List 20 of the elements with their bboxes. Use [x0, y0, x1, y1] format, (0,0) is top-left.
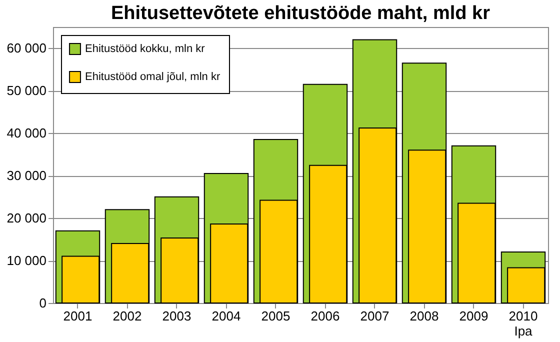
y-tick-label: 10 000: [6, 253, 46, 268]
x-tick-label: 2009: [459, 308, 488, 324]
y-tick-label: 40 000: [6, 126, 46, 141]
x-tick-label: 2004: [212, 308, 241, 324]
y-tick-label: 50 000: [6, 83, 46, 98]
y-tick-label: 60 000: [6, 40, 46, 56]
x-tick-label: 2001: [63, 308, 92, 324]
y-tick-label: 30 000: [6, 168, 46, 184]
legend-label: Ehitustööd kokku, mln kr: [85, 43, 206, 55]
x-tick-label: 2006: [310, 308, 340, 324]
x-tick-label: 2003: [162, 308, 192, 324]
x-tick-label: 2002: [112, 308, 142, 324]
x-tick-label: 2008: [410, 308, 439, 324]
x-tick-label: 2007: [360, 308, 390, 324]
x-tick-label: 2005: [261, 308, 290, 324]
x-tick-label: 2010 Ipa: [508, 308, 538, 338]
legend-label: Ehitustööd omal jõul, mln kr: [85, 71, 220, 83]
y-tick-label: 0: [39, 296, 46, 310]
y-tick-label: 20 000: [6, 210, 46, 226]
chart-title: Ehitusettevõtete ehitustööde maht, mld kr: [111, 3, 491, 24]
